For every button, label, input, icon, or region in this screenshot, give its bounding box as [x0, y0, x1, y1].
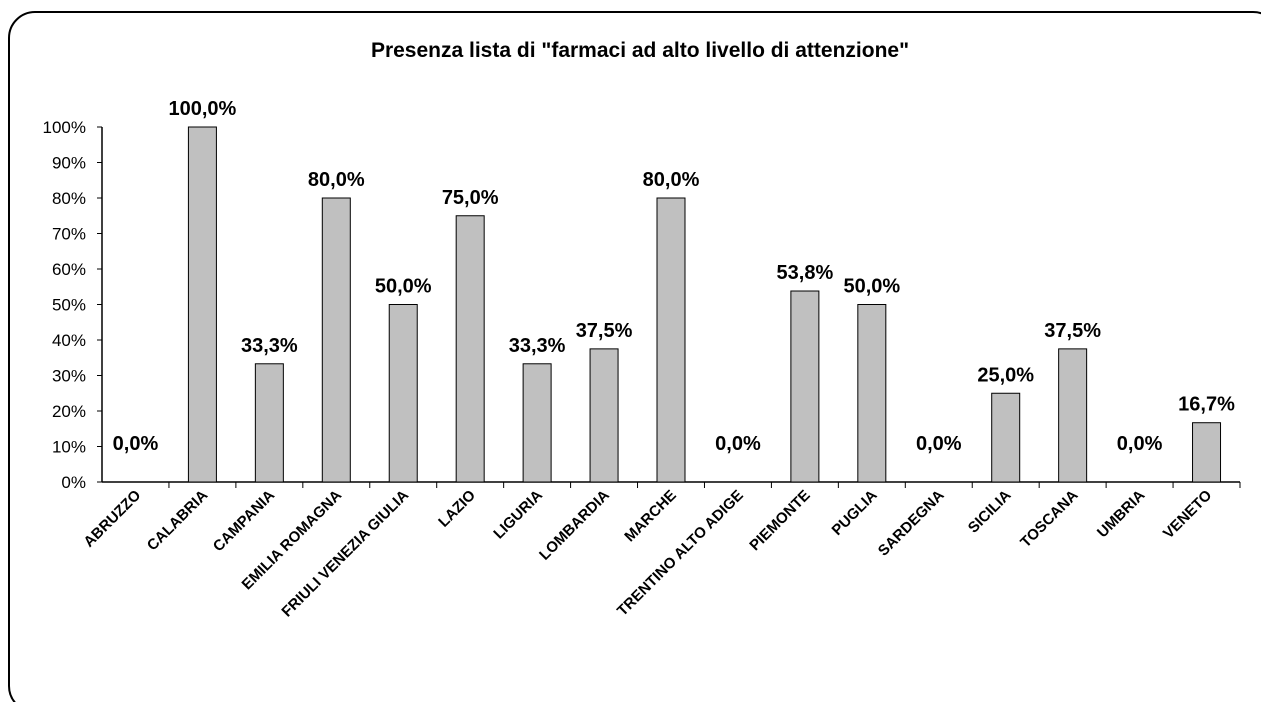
- value-label: 50,0%: [843, 276, 900, 298]
- bar: [1192, 422, 1222, 483]
- value-label: 37,5%: [576, 320, 633, 342]
- bar: [321, 197, 351, 483]
- y-tick-label: 70%: [52, 225, 86, 244]
- bar: [254, 363, 284, 483]
- value-label: 80,0%: [308, 169, 365, 191]
- value-label: 33,3%: [241, 335, 298, 357]
- bar: [455, 215, 485, 483]
- y-tick-label: 50%: [52, 296, 86, 315]
- value-label: 33,3%: [509, 335, 566, 357]
- y-tick-label: 30%: [52, 367, 86, 386]
- bar: [857, 304, 887, 483]
- y-tick-label: 100%: [43, 118, 86, 137]
- chart-frame: [8, 11, 1261, 702]
- value-label: 53,8%: [777, 262, 834, 284]
- value-label: 0,0%: [1117, 433, 1163, 455]
- y-tick-label: 90%: [52, 154, 86, 173]
- bar: [187, 126, 217, 483]
- y-tick-label: 60%: [52, 260, 86, 279]
- y-tick-label: 10%: [52, 438, 86, 457]
- bar: [522, 363, 552, 483]
- value-label: 0,0%: [113, 433, 159, 455]
- value-label: 75,0%: [442, 187, 499, 209]
- y-tick-label: 20%: [52, 402, 86, 421]
- value-label: 37,5%: [1044, 320, 1101, 342]
- value-label: 50,0%: [375, 276, 432, 298]
- bar: [991, 392, 1021, 483]
- value-label: 0,0%: [715, 433, 761, 455]
- bar: [790, 290, 820, 483]
- value-label: 25,0%: [977, 364, 1034, 386]
- value-label: 16,7%: [1178, 394, 1235, 416]
- bar: [1058, 348, 1088, 483]
- bar: [388, 304, 418, 483]
- bar: [656, 197, 686, 483]
- value-label: 80,0%: [643, 169, 700, 191]
- value-label: 100,0%: [168, 98, 236, 120]
- y-tick-label: 40%: [52, 331, 86, 350]
- y-tick-label: 80%: [52, 189, 86, 208]
- y-tick-label: 0%: [61, 473, 86, 492]
- bar: [589, 348, 619, 483]
- chart-title: Presenza lista di "farmaci ad alto livel…: [371, 39, 909, 62]
- value-label: 0,0%: [916, 433, 962, 455]
